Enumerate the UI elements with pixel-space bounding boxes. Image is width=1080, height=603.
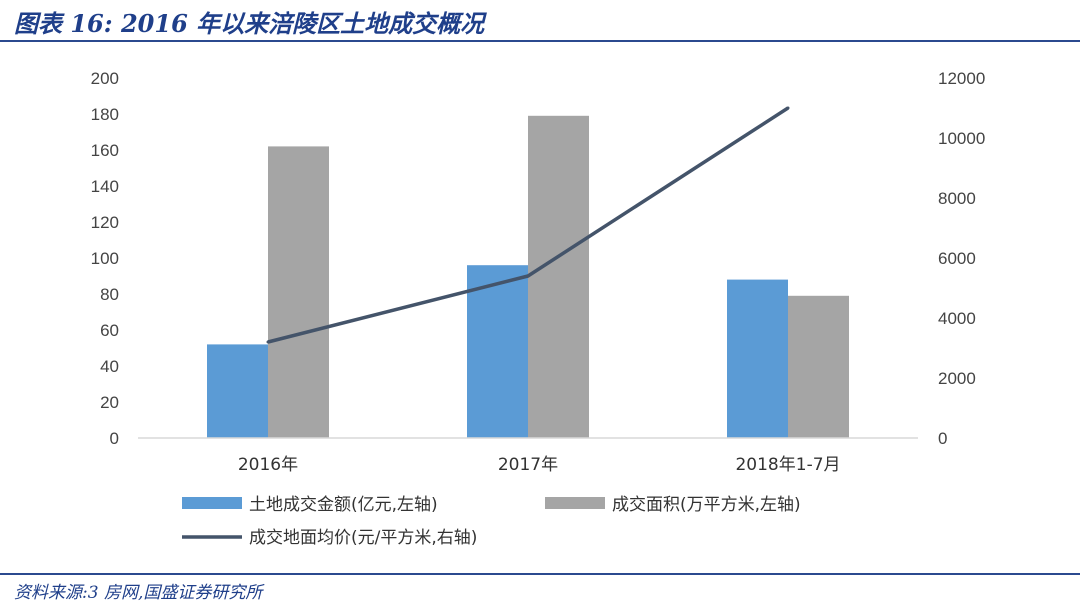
line-point — [266, 340, 270, 344]
left-axis-tick-label: 0 — [110, 429, 119, 448]
bar-land-amount — [207, 344, 268, 438]
bar-land-amount — [467, 265, 528, 438]
legend-label-land-amount: 土地成交金额(亿元,左轴) — [249, 495, 438, 515]
right-axis-tick-label: 2000 — [938, 369, 976, 388]
title-rule — [0, 40, 1080, 42]
left-axis-tick-label: 180 — [91, 105, 119, 124]
source-note: 资料来源:3 房网,国盛证券研究所 — [14, 583, 263, 603]
bar-land-area — [528, 115, 589, 439]
left-axis-tick-label: 160 — [91, 141, 119, 160]
chart-title: 图表 16: 2016 年以来涪陵区土地成交概况 — [14, 9, 485, 38]
line-point — [526, 274, 530, 278]
right-axis-tick-label: 12000 — [938, 69, 985, 88]
right-axis-tick-label: 8000 — [938, 189, 976, 208]
right-axis-tick-label: 4000 — [938, 309, 976, 328]
right-axis-tick-label: 10000 — [938, 129, 985, 148]
left-axis-tick-label: 140 — [91, 177, 119, 196]
left-axis-tick-label: 60 — [100, 321, 119, 340]
line-point — [786, 106, 790, 110]
right-axis-tick-label: 6000 — [938, 249, 976, 268]
left-axis-tick-label: 200 — [91, 69, 119, 88]
category-label: 2018年1-7月 — [735, 455, 840, 475]
category-label: 2016年 — [238, 455, 298, 475]
right-axis-tick-label: 0 — [938, 429, 947, 448]
left-axis-tick-label: 40 — [100, 357, 119, 376]
bar-land-amount — [727, 279, 788, 438]
left-axis-tick-label: 80 — [100, 285, 119, 304]
bar-land-area — [788, 295, 849, 438]
legend-swatch-land-area — [545, 497, 605, 509]
bar-land-area — [268, 146, 329, 438]
category-label: 2017年 — [498, 455, 558, 475]
legend-label-land-area: 成交面积(万平方米,左轴) — [612, 495, 801, 515]
left-axis-tick-label: 20 — [100, 393, 119, 412]
legend-swatch-land-amount — [182, 497, 242, 509]
left-axis-tick-label: 100 — [91, 249, 119, 268]
left-axis-tick-label: 120 — [91, 213, 119, 232]
source-rule — [0, 573, 1080, 575]
combo-chart: 0204060801001201401601802000200040006000… — [91, 69, 986, 548]
legend-label-avg-price: 成交地面均价(元/平方米,右轴) — [249, 528, 477, 548]
